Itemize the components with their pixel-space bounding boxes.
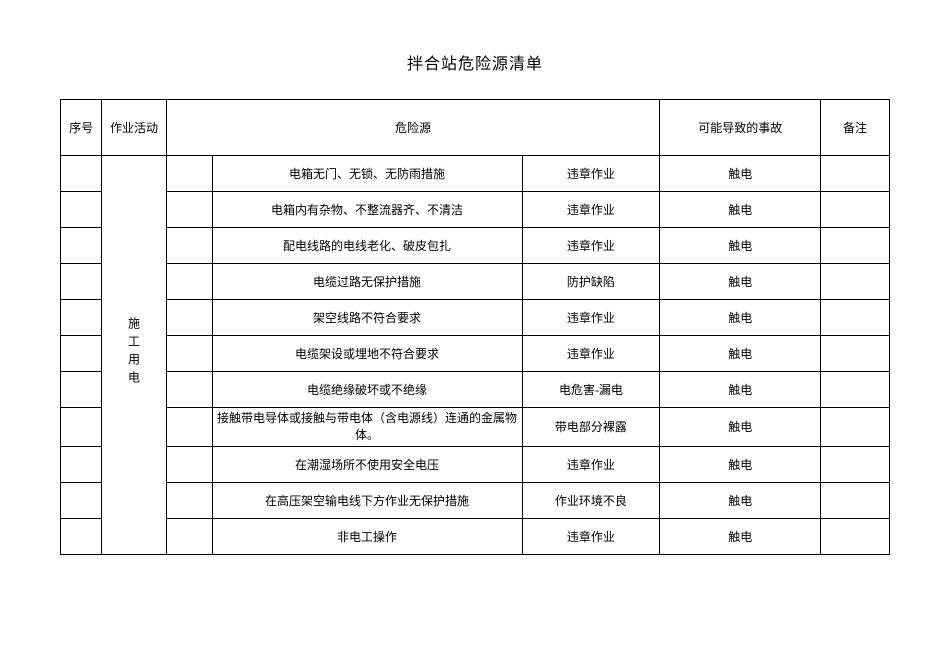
cell-sub	[166, 446, 212, 482]
cell-sub	[166, 300, 212, 336]
cell-type: 带电部分裸露	[522, 408, 660, 447]
cell-seq	[61, 408, 102, 447]
cell-remark	[821, 408, 890, 447]
cell-seq	[61, 446, 102, 482]
cell-accident: 触电	[660, 408, 821, 447]
cell-remark	[821, 446, 890, 482]
cell-desc: 电缆架设或埋地不符合要求	[212, 336, 522, 372]
cell-sub	[166, 482, 212, 518]
cell-type: 电危害-漏电	[522, 372, 660, 408]
cell-type: 违章作业	[522, 300, 660, 336]
cell-accident: 触电	[660, 482, 821, 518]
cell-type: 违章作业	[522, 446, 660, 482]
header-row: 序号 作业活动 危险源 可能导致的事故 备注	[61, 100, 890, 156]
table-row: 电缆架设或埋地不符合要求 违章作业 触电	[61, 336, 890, 372]
cell-remark	[821, 372, 890, 408]
hazard-table: 序号 作业活动 危险源 可能导致的事故 备注 施工用电 电箱无门、无锁、无防雨措…	[60, 99, 890, 555]
table-row: 在潮湿场所不使用安全电压 违章作业 触电	[61, 446, 890, 482]
activity-label: 施工用电	[125, 317, 142, 389]
cell-remark	[821, 300, 890, 336]
cell-remark	[821, 192, 890, 228]
cell-type: 违章作业	[522, 336, 660, 372]
cell-type: 违章作业	[522, 156, 660, 192]
cell-type: 防护缺陷	[522, 264, 660, 300]
cell-type: 违章作业	[522, 192, 660, 228]
cell-remark	[821, 264, 890, 300]
cell-seq	[61, 336, 102, 372]
cell-desc: 电缆绝缘破坏或不绝缘	[212, 372, 522, 408]
cell-seq	[61, 482, 102, 518]
cell-remark	[821, 156, 890, 192]
table-row: 施工用电 电箱无门、无锁、无防雨措施 违章作业 触电	[61, 156, 890, 192]
cell-desc: 电缆过路无保护措施	[212, 264, 522, 300]
header-hazard: 危险源	[166, 100, 660, 156]
cell-remark	[821, 518, 890, 554]
cell-sub	[166, 336, 212, 372]
cell-desc: 在潮湿场所不使用安全电压	[212, 446, 522, 482]
cell-accident: 触电	[660, 156, 821, 192]
cell-seq	[61, 156, 102, 192]
table-row: 非电工操作 违章作业 触电	[61, 518, 890, 554]
cell-sub	[166, 228, 212, 264]
cell-seq	[61, 228, 102, 264]
cell-type: 违章作业	[522, 518, 660, 554]
cell-sub	[166, 192, 212, 228]
table-row: 配电线路的电线老化、破皮包扎 违章作业 触电	[61, 228, 890, 264]
cell-accident: 触电	[660, 372, 821, 408]
cell-accident: 触电	[660, 518, 821, 554]
table-row: 架空线路不符合要求 违章作业 触电	[61, 300, 890, 336]
cell-seq	[61, 518, 102, 554]
cell-seq	[61, 372, 102, 408]
header-seq: 序号	[61, 100, 102, 156]
cell-sub	[166, 372, 212, 408]
cell-sub	[166, 518, 212, 554]
cell-desc: 非电工操作	[212, 518, 522, 554]
cell-accident: 触电	[660, 446, 821, 482]
cell-remark	[821, 336, 890, 372]
cell-seq	[61, 264, 102, 300]
cell-type: 违章作业	[522, 228, 660, 264]
cell-desc: 电箱内有杂物、不整流器齐、不清洁	[212, 192, 522, 228]
table-body: 施工用电 电箱无门、无锁、无防雨措施 违章作业 触电 电箱内有杂物、不整流器齐、…	[61, 156, 890, 555]
cell-accident: 触电	[660, 300, 821, 336]
cell-sub	[166, 264, 212, 300]
cell-type: 作业环境不良	[522, 482, 660, 518]
table-row: 电箱内有杂物、不整流器齐、不清洁 违章作业 触电	[61, 192, 890, 228]
table-row: 接触带电导体或接触与带电体（含电源线）连通的金属物体。 带电部分裸露 触电	[61, 408, 890, 447]
page-title: 拌合站危险源清单	[60, 50, 890, 74]
cell-activity: 施工用电	[102, 156, 166, 555]
cell-desc: 配电线路的电线老化、破皮包扎	[212, 228, 522, 264]
cell-sub	[166, 156, 212, 192]
cell-accident: 触电	[660, 264, 821, 300]
table-row: 电缆过路无保护措施 防护缺陷 触电	[61, 264, 890, 300]
table-row: 在高压架空输电线下方作业无保护措施 作业环境不良 触电	[61, 482, 890, 518]
header-activity: 作业活动	[102, 100, 166, 156]
cell-remark	[821, 228, 890, 264]
cell-seq	[61, 300, 102, 336]
cell-accident: 触电	[660, 228, 821, 264]
cell-desc: 电箱无门、无锁、无防雨措施	[212, 156, 522, 192]
cell-remark	[821, 482, 890, 518]
header-accident: 可能导致的事故	[660, 100, 821, 156]
cell-desc: 接触带电导体或接触与带电体（含电源线）连通的金属物体。	[212, 408, 522, 447]
table-row: 电缆绝缘破坏或不绝缘 电危害-漏电 触电	[61, 372, 890, 408]
cell-sub	[166, 408, 212, 447]
cell-desc: 架空线路不符合要求	[212, 300, 522, 336]
cell-seq	[61, 192, 102, 228]
cell-accident: 触电	[660, 336, 821, 372]
header-remark: 备注	[821, 100, 890, 156]
cell-accident: 触电	[660, 192, 821, 228]
cell-desc: 在高压架空输电线下方作业无保护措施	[212, 482, 522, 518]
